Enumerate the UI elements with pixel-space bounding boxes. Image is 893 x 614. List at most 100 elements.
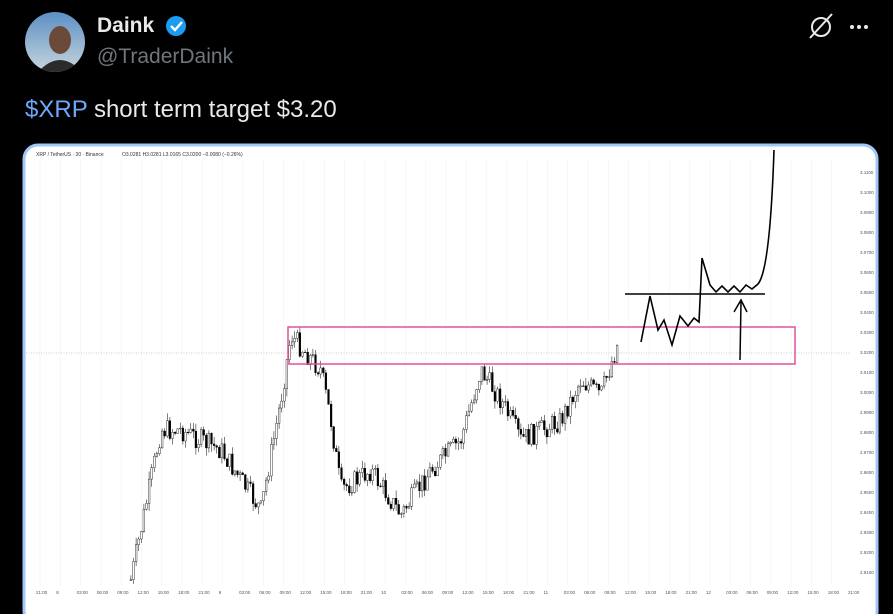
candle <box>176 428 179 434</box>
price-label: 3.0800 <box>860 230 874 235</box>
candle <box>574 395 577 402</box>
candle <box>467 410 470 416</box>
time-label: 18:00 <box>503 590 515 595</box>
candle <box>353 471 356 493</box>
candle <box>189 428 192 433</box>
candle <box>142 508 145 532</box>
candle <box>522 434 525 437</box>
candle <box>285 359 288 389</box>
candle <box>566 405 569 417</box>
candle <box>335 448 338 452</box>
candle <box>473 399 476 404</box>
candle <box>532 423 535 445</box>
candle <box>254 503 257 508</box>
candle <box>129 579 132 581</box>
candle <box>163 430 166 437</box>
cashtag[interactable]: $XRP <box>25 96 88 123</box>
media[interactable] <box>22 143 879 614</box>
candle <box>311 354 314 356</box>
candle <box>236 470 239 475</box>
chart-symbol: XRP / TetherUS · 30 · Binance <box>36 152 104 158</box>
price-label: 2.9600 <box>860 470 874 475</box>
tweet-text: $XRP short term target $3.20 <box>25 96 337 124</box>
time-label: 18:00 <box>178 590 190 595</box>
candle <box>436 466 439 476</box>
candle <box>488 372 491 380</box>
time-label: 12 <box>706 590 712 595</box>
candle <box>228 453 231 467</box>
time-label: 21:00 <box>686 590 698 595</box>
time-label: 21:00 <box>848 590 860 595</box>
candle <box>322 367 325 374</box>
candle <box>202 429 205 436</box>
time-label: 18:00 <box>665 590 677 595</box>
candle <box>408 506 411 509</box>
candle <box>225 458 229 467</box>
price-label: 3.0300 <box>860 330 874 335</box>
candle <box>251 483 255 504</box>
candle <box>168 420 171 439</box>
price-label: 3.0500 <box>860 290 874 295</box>
candle <box>173 432 177 434</box>
time-label: 09:00 <box>442 590 454 595</box>
candle <box>610 361 613 378</box>
candle <box>525 429 528 437</box>
candle <box>160 430 164 448</box>
candle <box>415 481 418 485</box>
candle <box>592 379 595 385</box>
candle <box>475 389 478 401</box>
candle <box>301 352 304 357</box>
candle <box>244 474 247 490</box>
candle <box>197 444 200 449</box>
time-label: 21:00 <box>198 590 210 595</box>
candle <box>319 367 322 375</box>
candle <box>600 385 603 391</box>
candle <box>543 420 546 430</box>
candle <box>231 453 234 475</box>
candle <box>382 480 385 488</box>
more-icon[interactable] <box>850 25 868 29</box>
price-label: 2.9400 <box>860 510 874 515</box>
candle <box>223 443 226 460</box>
candle <box>402 506 405 514</box>
candle <box>145 503 148 510</box>
candle <box>605 376 608 378</box>
candle <box>613 361 616 363</box>
time-label: 8 <box>56 590 59 595</box>
candle <box>384 480 387 498</box>
author-name[interactable]: Daink <box>97 14 155 37</box>
candle <box>324 372 327 390</box>
candle <box>470 402 473 412</box>
candle <box>205 434 208 449</box>
candle <box>551 416 554 430</box>
candle <box>350 492 353 494</box>
time-label: 03:00 <box>564 590 576 595</box>
avatar[interactable] <box>25 12 85 72</box>
candle <box>379 485 382 488</box>
time-label: 18:00 <box>828 590 840 595</box>
candle <box>356 471 359 485</box>
candle <box>564 405 567 424</box>
time-label: 06:00 <box>422 590 434 595</box>
author-handle[interactable]: @TraderDaink <box>97 45 234 68</box>
candle <box>460 441 463 444</box>
candle <box>478 381 481 390</box>
candle <box>259 500 262 504</box>
candle <box>465 415 468 430</box>
candle <box>272 438 275 445</box>
time-label: 03:00 <box>77 590 89 595</box>
candle <box>457 441 460 444</box>
candle <box>587 384 590 391</box>
candle <box>283 388 286 402</box>
candle <box>215 445 218 448</box>
price-label: 2.9700 <box>860 450 874 455</box>
time-label: 12:00 <box>787 590 799 595</box>
candle <box>616 344 619 363</box>
time-label: 11 <box>544 590 549 595</box>
candle <box>421 475 424 492</box>
time-label: 15:00 <box>807 590 819 595</box>
grok-icon[interactable] <box>809 13 833 39</box>
candle <box>265 479 268 492</box>
candle <box>140 531 143 540</box>
